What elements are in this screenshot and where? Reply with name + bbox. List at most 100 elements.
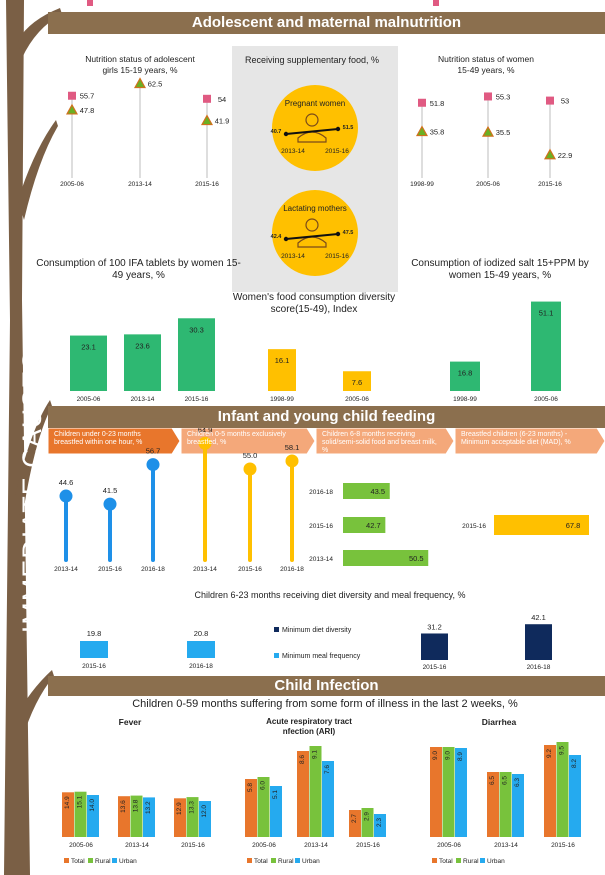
mad-bar (494, 515, 589, 535)
legend-meal-frequency: Minimum meal frequency (282, 653, 361, 660)
fever-bar-rural (186, 797, 199, 837)
undefined-legend-anemia-swatch (87, 0, 93, 6)
pregnant-point-end (335, 126, 341, 132)
breastfed-1h-label: 56.7 (146, 447, 161, 456)
diet-diversity-label: 31.2 (427, 622, 442, 631)
diarrhea-x-tick: 2013-14 (494, 842, 518, 849)
diarrhea-title: Diarrhea (482, 717, 517, 727)
diarrhea-bar-urban (512, 774, 524, 837)
undefined-x-tick: 2013-14 (128, 181, 152, 188)
ari-legend-urban: Urban (302, 858, 320, 865)
undefined-lowbmi-point (415, 125, 429, 137)
salt-bar-label: 16.8 (458, 369, 473, 378)
fever-title: Fever (119, 717, 142, 727)
section-banner-feeding: Infant and young child feeding (48, 406, 605, 428)
undefined-lowbmi-point (481, 125, 495, 137)
lactating-figure-icon (297, 236, 327, 248)
ifa-bar (178, 318, 215, 391)
ifa-bar-label: 30.3 (189, 325, 204, 334)
undefined-title-line: Nutrition status of women (438, 54, 534, 64)
ifa-bar (124, 334, 161, 391)
undefined-lowbmi-label: 22.9 (558, 151, 573, 160)
pregnant-trend-line (285, 128, 339, 135)
breastfed-1h-head (59, 489, 73, 503)
fever-x-tick: 2005-06 (69, 842, 93, 849)
breastfed-1h-label: 41.5 (103, 486, 118, 495)
step-label-4: Breastfed children (6-23 months) - Minim… (461, 431, 571, 446)
diarrhea-bar-label: 8.2 (571, 759, 578, 768)
fever-bar-urban (87, 795, 99, 837)
diarrhea-legend-swatch (456, 858, 461, 863)
undefined-anemia-point (546, 96, 554, 105)
diversity-x-tick: 2005-06 (345, 396, 369, 403)
undefined-lowbmi-point (65, 103, 79, 115)
ifa-x-tick: 2015-16 (185, 396, 209, 403)
food-diversity-title: Women's food consumption diversity score… (232, 292, 396, 315)
diet-diversity-bar (525, 624, 552, 660)
undefined-anemia-label: 55.7 (80, 92, 95, 101)
undefined-x-tick: 2015-16 (195, 181, 219, 188)
fever-bar-label: 13.2 (145, 801, 152, 814)
exclusive-bf-head (198, 436, 212, 450)
step-arrow-2 (180, 427, 316, 455)
solid-food-y-tick: 2013-14 (309, 556, 333, 563)
ari-x-tick: 2005-06 (252, 842, 276, 849)
fever-legend-urban: Urban (119, 858, 137, 865)
exclusive-bf-x-tick: 2013-14 (193, 566, 217, 573)
ari-legend-total: Total (254, 858, 268, 865)
fever-bar-urban (143, 797, 155, 837)
fever-bar-total (62, 792, 74, 837)
lactating-year-start: 2013-14 (281, 253, 305, 260)
diarrhea-x-tick: 2005-06 (437, 842, 461, 849)
salt-bar-label: 51.1 (539, 309, 554, 318)
solid-food-label: 50.5 (409, 554, 424, 563)
ari-bar-rural (309, 746, 322, 837)
mad-label: 67.8 (566, 521, 581, 530)
undefined-anemia-label: 51.8 (430, 99, 445, 108)
exclusive-bf-label: 64.9 (198, 425, 213, 434)
diarrhea-bar-label: 9.0 (445, 751, 452, 760)
undefined-legend-anemia-swatch (433, 0, 439, 6)
exclusive-bf-label: 55.0 (243, 451, 258, 460)
pregnant-value-start: 40.7 (271, 129, 282, 135)
undefined-x-tick: 1998-99 (410, 181, 434, 188)
undefined-lowbmi-label: 47.8 (80, 106, 95, 115)
lactating-point-start (283, 236, 289, 242)
step-arrow-3 (315, 427, 455, 455)
legend-meal-frequency-swatch (274, 653, 279, 658)
exclusive-bf-label: 58.1 (285, 443, 300, 452)
exclusive-bf-head (285, 454, 299, 468)
fever-x-tick: 2013-14 (125, 842, 149, 849)
diarrhea-bar-total (487, 772, 499, 837)
fever-bar-rural (130, 795, 143, 837)
ifa-x-tick: 2013-14 (131, 396, 155, 403)
lactating-circle (272, 190, 358, 276)
undefined-legend-bmi: Low BMI <18.5 (132, 0, 173, 2)
pregnant-year-end: 2015-16 (325, 148, 349, 155)
undefined-lowbmi-label: 62.5 (148, 80, 163, 89)
ari-bar-label: 2.7 (351, 814, 358, 823)
diarrhea-bar-total (430, 747, 442, 837)
diet-diversity-x-tick: 2015-16 (423, 664, 447, 671)
fever-bar-label: 12.0 (201, 805, 208, 818)
lactating-year-end: 2015-16 (325, 253, 349, 260)
pregnant-point-start (283, 131, 289, 137)
tree-trunk (4, 0, 30, 875)
ifa-bar (70, 335, 107, 391)
ifa-x-tick: 2005-06 (77, 396, 101, 403)
step-label-3: Children 6-8 months receiving solid/semi… (322, 431, 437, 454)
exclusive-bf-x-tick: 2015-16 (238, 566, 262, 573)
fever-bar-total (174, 798, 186, 837)
salt-bar (450, 361, 480, 391)
fever-bar-rural (74, 791, 87, 837)
fever-bar-label: 13.6 (120, 800, 127, 813)
undefined-lowbmi-label: 35.5 (496, 128, 511, 137)
undefined-legend-anemia: Anemia (95, 0, 116, 2)
breastfed-1h-x-tick: 2013-14 (54, 566, 78, 573)
meal-frequency-bar (80, 641, 108, 658)
diarrhea-legend-swatch (480, 858, 485, 863)
ari-bar-total (245, 779, 257, 837)
diet-diversity-label: 42.1 (531, 613, 546, 622)
section-banner-malnutrition: Adolescent and maternal malnutrition (48, 12, 605, 34)
